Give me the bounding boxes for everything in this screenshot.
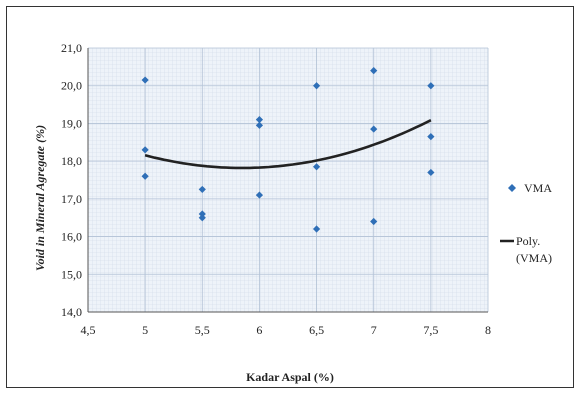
legend-poly-label-line2: (VMA) — [516, 251, 552, 265]
x-tick-label: 7 — [371, 323, 377, 337]
vma-data-point — [255, 121, 264, 129]
y-tick-label: 18,0 — [61, 154, 82, 168]
x-tick-label: 6 — [256, 323, 262, 337]
vma-data-point — [255, 116, 264, 124]
vma-data-point — [312, 163, 321, 171]
x-tick-label: 6,5 — [309, 323, 324, 337]
major-gridlines — [87, 47, 489, 313]
vma-data-point — [370, 217, 378, 226]
axes — [87, 48, 488, 313]
trendline-layer — [144, 119, 432, 170]
vma-data-point — [427, 133, 435, 141]
vma-data-point — [427, 168, 435, 177]
y-tick-label: 16,0 — [61, 230, 82, 244]
plot-grid — [88, 48, 488, 312]
x-tick-label: 8 — [485, 323, 491, 337]
y-tick-label: 15,0 — [61, 267, 82, 281]
x-tick-labels: 4,5 5 5,5 6 6,5 7 7,5 8 — [81, 323, 492, 337]
scatter-points — [141, 67, 435, 233]
x-axis-title: Kadar Aspal (%) — [246, 370, 334, 384]
legend-vma-marker — [508, 184, 516, 192]
y-axis-title: Void in Mineral Agregate (%) — [33, 125, 47, 271]
y-tick-label: 20,0 — [61, 79, 82, 93]
vma-data-point — [198, 185, 206, 194]
vma-data-point — [141, 172, 149, 180]
x-tick-label: 5 — [142, 323, 148, 337]
x-tick-label: 4,5 — [81, 323, 96, 337]
y-tick-labels: 14,0 15,0 16,0 17,0 18,0 19,0 20,0 21,0 — [61, 41, 82, 319]
x-tick-label: 5,5 — [195, 323, 210, 337]
vma-data-point — [427, 82, 435, 90]
vma-data-point — [370, 125, 378, 133]
y-tick-label: 19,0 — [61, 116, 82, 130]
vma-data-point — [255, 191, 264, 199]
vma-data-point — [198, 210, 206, 218]
y-tick-label: 21,0 — [61, 41, 82, 55]
vma-data-point — [141, 76, 149, 84]
y-tick-label: 17,0 — [61, 192, 82, 206]
vma-data-point — [312, 225, 321, 233]
legend-vma-label: VMA — [524, 181, 552, 195]
legend-poly-label: Poly. — [516, 234, 540, 248]
vma-data-point — [198, 214, 206, 222]
poly-trendline — [144, 119, 432, 170]
x-tick-label: 7,5 — [423, 323, 438, 337]
y-tick-label: 14,0 — [61, 305, 82, 319]
vma-data-point — [312, 82, 321, 90]
legend: VMA Poly. (VMA) — [500, 181, 552, 265]
vma-data-point — [370, 67, 378, 75]
vma-data-point — [141, 146, 149, 154]
